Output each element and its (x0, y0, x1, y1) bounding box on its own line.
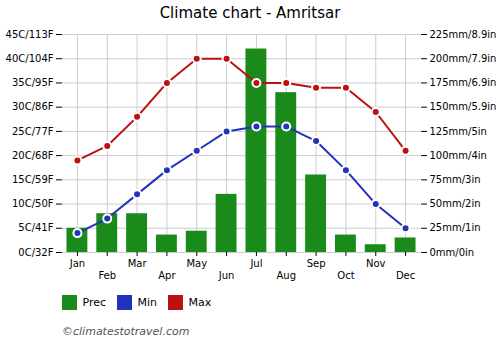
svg-text:Jan: Jan (69, 258, 85, 269)
svg-text:Aug: Aug (276, 270, 296, 281)
svg-text:Apr: Apr (158, 270, 176, 281)
svg-text:Nov: Nov (366, 258, 386, 269)
svg-text:15C/59F: 15C/59F (12, 174, 54, 185)
svg-text:Jul: Jul (249, 258, 262, 269)
html-text:Min: Min (137, 296, 158, 309)
svg-text:225mm/8.9in: 225mm/8.9in (430, 29, 497, 40)
svg-text:Jun: Jun (218, 270, 235, 281)
svg-text:0mm/0in: 0mm/0in (430, 247, 475, 258)
svg-text:0C/32F: 0C/32F (18, 247, 53, 258)
svg-text:40C/104F: 40C/104F (6, 53, 54, 64)
svg-text:100mm/4in: 100mm/4in (430, 150, 487, 161)
svg-text:Dec: Dec (396, 270, 415, 281)
svg-text:Sep: Sep (307, 258, 326, 269)
svg-text:35C/95F: 35C/95F (12, 77, 54, 88)
svg-text:25C/77F: 25C/77F (12, 126, 54, 137)
svg-text:50mm/2in: 50mm/2in (430, 198, 481, 209)
svg-text:Feb: Feb (98, 270, 116, 281)
svg-text:175mm/6.9in: 175mm/6.9in (430, 77, 497, 88)
svg-text:45C/113F: 45C/113F (6, 29, 54, 40)
svg-text:125mm/5in: 125mm/5in (430, 126, 487, 137)
html-text:©climatestotravel.com: ©climatestotravel.com (62, 324, 190, 338)
svg-text:Oct: Oct (337, 270, 354, 281)
svg-text:10C/50F: 10C/50F (12, 198, 54, 209)
svg-text:30C/86F: 30C/86F (12, 101, 54, 112)
html-text:Climate chart - Amritsar: Climate chart - Amritsar (159, 4, 341, 22)
svg-text:150mm/5.9in: 150mm/5.9in (430, 101, 497, 112)
svg-text:75mm/3in: 75mm/3in (430, 174, 481, 185)
svg-text:25mm/1in: 25mm/1in (430, 222, 481, 233)
svg-text:5C/41F: 5C/41F (18, 222, 53, 233)
html-text:Max: Max (188, 296, 212, 309)
svg-text:May: May (186, 258, 207, 269)
svg-text:Mar: Mar (128, 258, 148, 269)
html-text:Prec: Prec (82, 296, 106, 309)
svg-text:20C/68F: 20C/68F (12, 150, 54, 161)
svg-text:200mm/7.9in: 200mm/7.9in (430, 53, 497, 64)
